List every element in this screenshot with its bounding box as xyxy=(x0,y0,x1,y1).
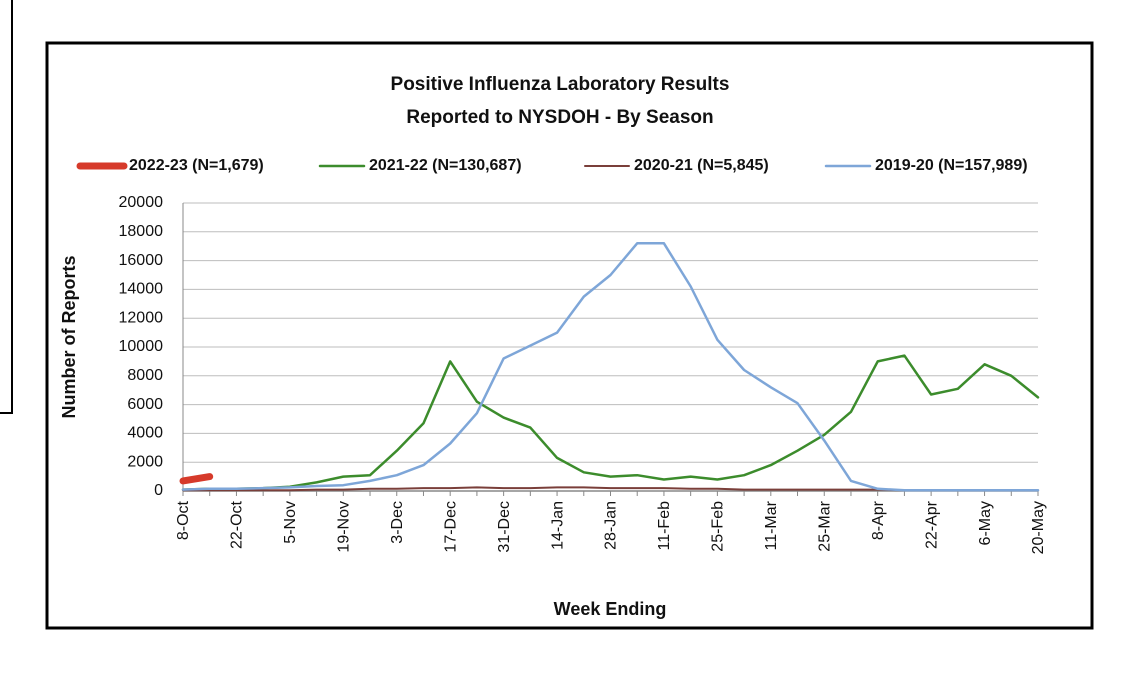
legend-label: 2021-22 (N=130,687) xyxy=(369,157,522,174)
x-tick-label: 8-Apr xyxy=(870,500,887,540)
y-tick-label: 0 xyxy=(154,482,163,499)
legend-label: 2022-23 (N=1,679) xyxy=(129,157,264,174)
legend-label: 2019-20 (N=157,989) xyxy=(875,157,1028,174)
x-tick-label: 19-Nov xyxy=(336,501,353,553)
x-tick-label: 25-Feb xyxy=(710,501,727,552)
y-tick-label: 8000 xyxy=(127,367,163,384)
x-tick-label: 17-Dec xyxy=(442,501,459,553)
side-frame xyxy=(0,0,13,414)
x-tick-label: 8-Oct xyxy=(175,500,192,540)
y-axis-label: Number of Reports xyxy=(59,255,79,418)
y-tick-label: 4000 xyxy=(127,425,163,442)
x-tick-label: 5-Nov xyxy=(282,501,299,544)
chart-frame xyxy=(45,41,1094,630)
series-line xyxy=(179,473,214,485)
legend-label: 2020-21 (N=5,845) xyxy=(634,157,769,174)
x-tick-label: 14-Jan xyxy=(549,501,566,550)
y-tick-label: 20000 xyxy=(119,194,164,211)
x-axis-label: Week Ending xyxy=(554,599,667,619)
chart-title: Positive Influenza Laboratory Results xyxy=(391,74,730,95)
x-tick-label: 3-Dec xyxy=(389,501,406,544)
series-line xyxy=(181,242,1040,492)
y-tick-label: 2000 xyxy=(127,453,163,470)
y-tick-label: 10000 xyxy=(119,338,164,355)
y-tick-label: 18000 xyxy=(119,223,164,240)
x-tick-label: 28-Jan xyxy=(603,501,620,550)
chart-title: Reported to NYSDOH - By Season xyxy=(406,107,713,128)
y-tick-label: 6000 xyxy=(127,396,163,413)
x-tick-label: 11-Mar xyxy=(763,500,780,550)
y-tick-label: 16000 xyxy=(119,252,164,269)
x-tick-label: 20-May xyxy=(1030,501,1047,554)
series-line xyxy=(181,354,1040,491)
x-tick-label: 6-May xyxy=(977,501,994,545)
x-tick-label: 22-Oct xyxy=(229,500,246,549)
x-tick-label: 11-Feb xyxy=(656,501,673,551)
x-tick-label: 25-Mar xyxy=(816,500,833,551)
y-tick-label: 14000 xyxy=(119,281,164,298)
y-tick-label: 12000 xyxy=(119,309,164,326)
x-tick-label: 22-Apr xyxy=(923,500,940,549)
x-tick-label: 31-Dec xyxy=(496,501,513,553)
